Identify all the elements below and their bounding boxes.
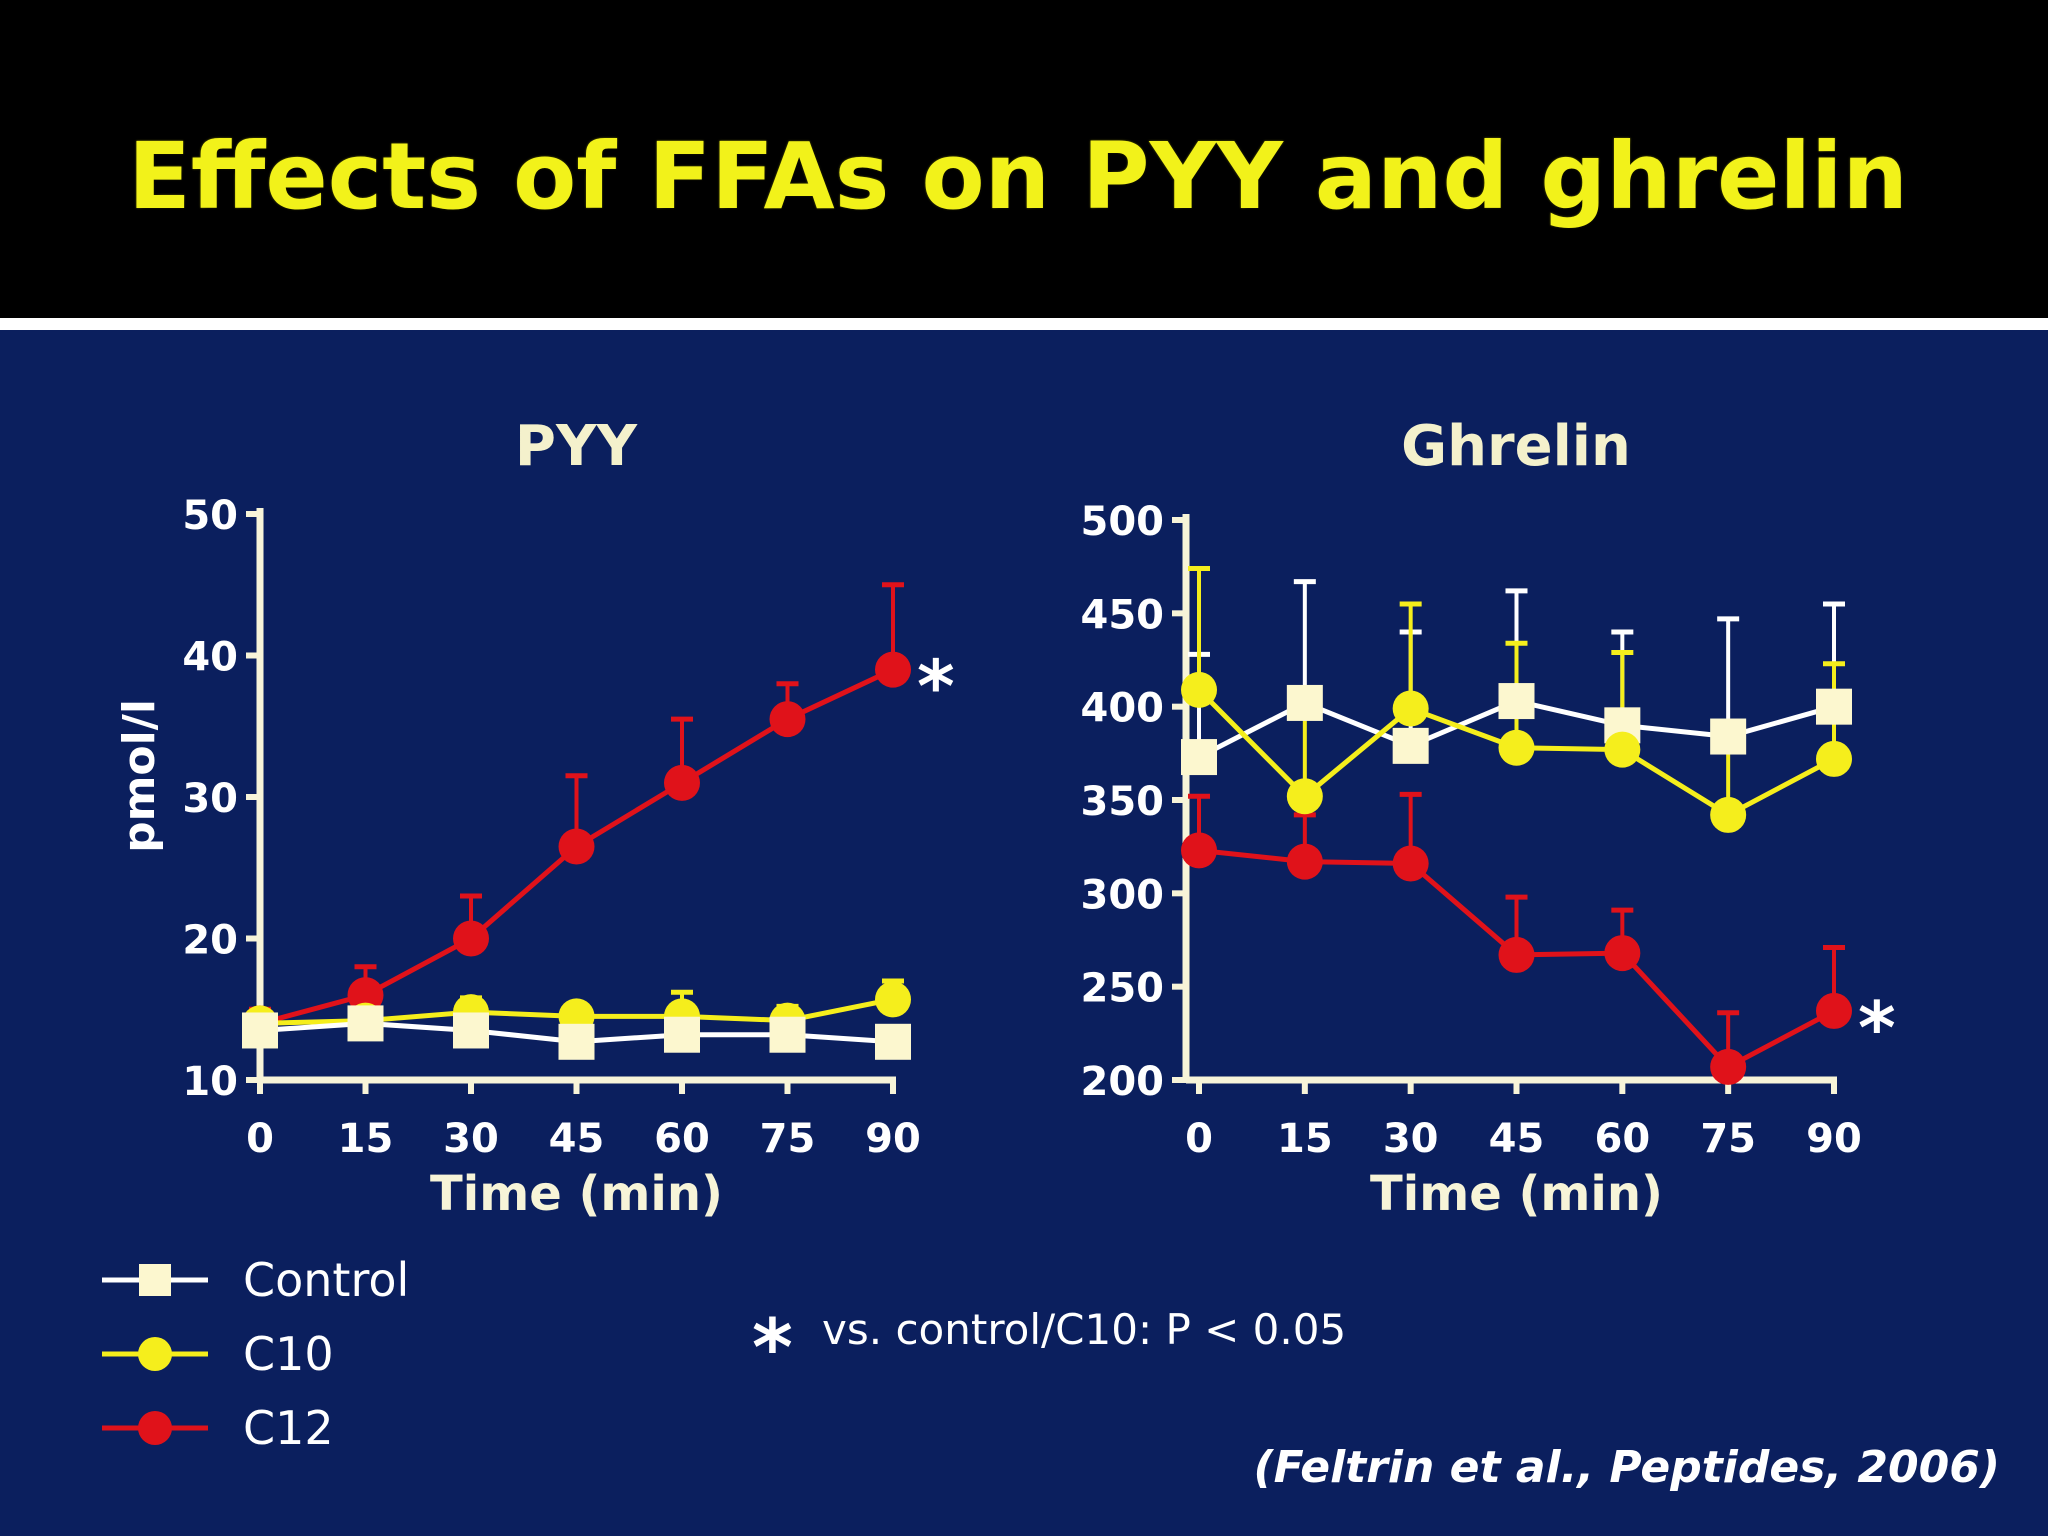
data-point-circle <box>1286 778 1323 815</box>
x-tick-label: 30 <box>443 1116 499 1162</box>
x-tick-label: 45 <box>549 1116 605 1162</box>
data-point-circle <box>1181 671 1217 708</box>
slide-header: Effects of FFAs on PYY and ghrelin <box>0 0 2048 318</box>
data-point-square <box>347 1005 384 1042</box>
data-point-square <box>558 1023 595 1060</box>
y-tick-label: 300 <box>1081 872 1165 918</box>
data-point-circle <box>1498 936 1535 973</box>
y-tick-label: 10 <box>182 1059 238 1105</box>
data-point-square <box>1392 727 1429 764</box>
slide-title: Effects of FFAs on PYY and ghrelin <box>128 123 1909 230</box>
data-point-circle <box>875 651 911 688</box>
legend-swatch-control <box>102 1264 208 1296</box>
y-tick-label: 200 <box>1081 1059 1165 1105</box>
data-point-circle <box>558 828 595 865</box>
data-point-square <box>875 1023 911 1060</box>
data-point-circle <box>664 764 700 801</box>
legend-label-c12: C12 <box>243 1401 334 1455</box>
legend-swatch-c10 <box>102 1337 208 1371</box>
data-point-circle <box>1816 992 1852 1029</box>
data-point-circle <box>1392 845 1429 882</box>
series-c12 <box>249 582 904 1024</box>
data-point-square <box>1498 683 1535 720</box>
x-tick-label: 90 <box>1806 1116 1862 1162</box>
data-point-square <box>1710 718 1747 755</box>
data-point-circle <box>1286 843 1323 880</box>
legend-label-control: Control <box>243 1253 410 1307</box>
data-point-circle <box>347 977 384 1014</box>
y-tick-label: 500 <box>1081 499 1165 545</box>
x-tick-label: 75 <box>760 1116 816 1162</box>
y-tick-label: 400 <box>1081 686 1165 732</box>
data-point-circle <box>875 981 911 1018</box>
data-point-circle <box>1710 1048 1747 1085</box>
data-point-square <box>1286 684 1323 721</box>
y-axis-label: pmol/l <box>114 699 165 853</box>
y-tick-label: 250 <box>1081 966 1165 1012</box>
data-point-square <box>453 1012 489 1049</box>
x-tick-label: 60 <box>1594 1116 1650 1162</box>
data-point-circle <box>1816 740 1852 777</box>
legend-item-control: Control <box>100 1250 460 1310</box>
chart-title: PYY <box>515 414 639 479</box>
significance-asterisk: * <box>1858 986 1896 1070</box>
data-point-square <box>1181 739 1217 776</box>
x-tick-label: 15 <box>1277 1116 1333 1162</box>
significance-asterisk: * <box>917 645 955 729</box>
x-tick-label: 0 <box>246 1116 274 1162</box>
y-tick-label: 20 <box>182 918 238 964</box>
y-tick-label: 40 <box>182 635 238 681</box>
data-point-square <box>664 1016 700 1053</box>
data-point-circle <box>453 920 489 957</box>
data-point-circle <box>769 701 806 738</box>
legend-item-c10: C10 <box>100 1324 460 1384</box>
x-tick-label: 60 <box>654 1116 710 1162</box>
x-tick-label: 0 <box>1185 1116 1213 1162</box>
y-tick-label: 30 <box>182 776 238 822</box>
data-point-circle <box>1710 796 1747 833</box>
x-axis-label: Time (min) <box>1370 1166 1663 1222</box>
x-tick-label: 75 <box>1700 1116 1756 1162</box>
legend-circle-icon <box>138 1337 172 1371</box>
legend-square-icon <box>139 1264 171 1296</box>
data-point-circle <box>1604 935 1641 972</box>
x-tick-label: 90 <box>865 1116 921 1162</box>
chart-title: Ghrelin <box>1401 414 1631 479</box>
footnote-asterisk: * <box>752 1304 793 1394</box>
x-tick-label: 15 <box>338 1116 394 1162</box>
data-point-square <box>242 1012 278 1049</box>
data-point-circle <box>1498 729 1535 766</box>
citation: (Feltrin et al., Peptides, 2006) <box>1253 1442 2001 1493</box>
chart-pyy: PYY 10 20 30 40 50 0 15 30 45 60 75 90 Time (min) pmol… <box>114 414 955 1222</box>
y-tick-label: 50 <box>182 493 238 539</box>
x-tick-label: 45 <box>1489 1116 1545 1162</box>
legend: Control C10 C12 <box>100 1250 460 1490</box>
chart-ghrelin: Ghrelin 200 250 300 350 400 450 500 0 15 30 45 60 75 9… <box>1081 414 1896 1222</box>
x-tick-label: 30 <box>1383 1116 1439 1162</box>
data-point-square <box>769 1016 806 1053</box>
x-axis-label: Time (min) <box>430 1166 723 1222</box>
data-point-square <box>1816 688 1852 725</box>
data-point-circle <box>1604 731 1641 768</box>
legend-circle-icon <box>138 1411 172 1445</box>
y-tick-label: 450 <box>1081 592 1165 638</box>
significance-footnote: * vs. control/C10: P < 0.05 <box>752 1300 1452 1394</box>
header-divider <box>0 318 2048 330</box>
legend-label-c10: C10 <box>243 1327 334 1381</box>
legend-item-c12: C12 <box>100 1398 460 1458</box>
y-tick-label: 350 <box>1081 779 1165 825</box>
data-point-circle <box>1392 690 1429 727</box>
data-point-circle <box>1181 832 1217 869</box>
footnote-text: vs. control/C10: P < 0.05 <box>822 1305 1347 1354</box>
series-c12 <box>1188 791 1845 1067</box>
legend-swatch-c12 <box>102 1411 208 1445</box>
